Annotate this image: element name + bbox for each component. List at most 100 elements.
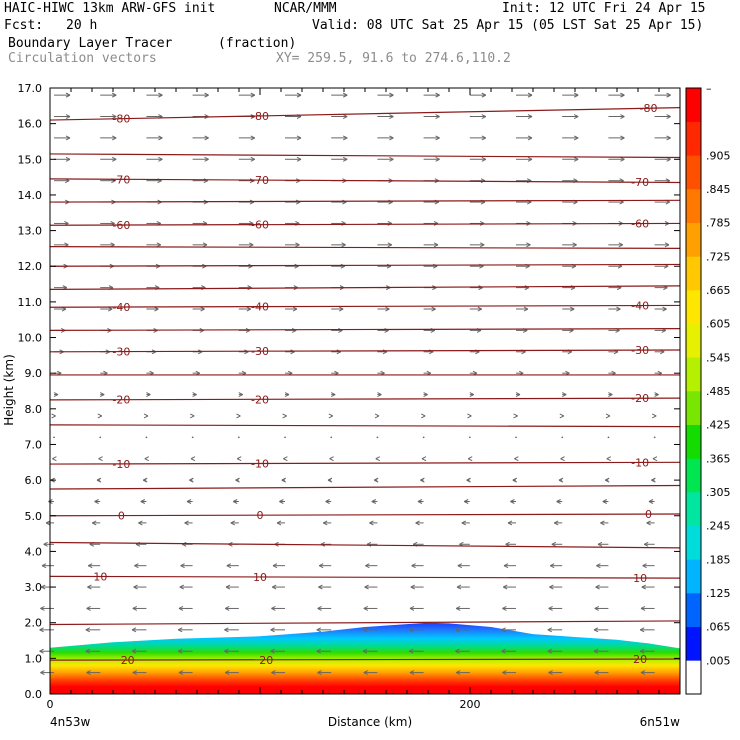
isotherm-line [49,349,681,353]
circulation-vector [98,456,103,462]
circulation-vector [325,499,332,504]
isotherm [49,153,681,159]
circulation-vector [100,156,117,162]
isotherm [49,199,681,203]
circulation-vector [469,285,483,291]
circulation-vector [514,456,519,462]
circulation-vector [327,477,333,483]
circulation-vector [510,499,516,504]
circulation-vector [192,156,209,162]
x-tick-label: 200 [460,698,481,711]
circulation-vector [179,584,193,590]
isotherm-label: 20 [633,653,647,666]
circulation-vector [133,584,147,590]
circulation-vector [641,584,655,590]
circulation-vector [560,456,565,462]
colorbar-label: .785 [706,217,731,230]
circulation-vector [408,627,424,633]
circulation-vector [99,436,101,439]
circulation-vector [417,499,424,504]
circulation-vector [235,477,240,483]
isotherm-label: -40 [251,301,269,314]
circulation-vector [608,392,613,398]
circulation-vector [651,477,656,483]
circulation-vector [178,670,193,676]
isotherm [49,620,681,626]
circulation-vector [363,605,378,611]
circulation-vector [376,436,379,439]
circulation-vector [52,456,57,462]
isotherm: 20 20 20 [49,653,681,667]
circulation-vector [377,242,393,248]
circulation-vector [134,563,147,569]
circulation-vector [467,413,472,419]
circulation-vector [189,413,195,419]
circulation-vector [639,627,655,633]
colorbar-label: .845 [706,183,731,196]
circulation-vector [146,92,163,98]
circulation-vector [316,648,332,654]
colorbar-swatch [686,559,701,594]
circulation-vector [562,242,577,248]
circulation-vector [408,648,424,654]
isotherm: -10 -10 -10 [49,456,681,471]
circulation-vector [331,156,348,162]
circulation-vector [547,648,563,654]
circulation-vector [516,156,533,162]
circulation-vector [600,520,609,526]
circulation-vector [512,477,518,483]
circulation-vector [505,541,516,547]
circulation-vector [421,456,427,462]
circulation-vector [596,563,609,569]
circulation-vector [317,605,332,611]
circulation-vector [279,499,285,504]
y-tick-label: 2.0 [25,617,43,630]
isotherm: 10 10 10 [49,571,681,585]
isotherm-label: 20 [121,654,135,667]
circulation-vector [40,605,54,611]
y-tick-label: 16.0 [18,118,43,131]
org-label: NCAR/MMM [274,1,337,16]
y-tick-label: 9.0 [25,367,43,380]
isotherm-label: -10 [251,457,269,470]
circulation-vector [177,627,193,633]
isotherm-line [49,461,681,465]
circulation-vector [469,306,483,312]
circulation-vector [186,499,193,504]
circulation-vector [423,306,436,312]
circulation-vector [285,327,297,333]
circulation-vector [226,563,239,569]
isotherm-line [49,328,681,331]
circulation-vector [284,436,286,439]
isotherm-line [49,513,681,517]
colorbar-swatch [686,593,701,627]
isotherm: -40 -40 -40 [49,300,681,314]
circulation-vector [54,92,71,98]
circulation-vector [469,114,487,119]
circulation-vector [371,499,378,504]
circulation-vector [463,499,470,504]
circulation-vector [410,584,424,590]
isotherm-line [49,178,681,184]
circulation-vector [420,477,425,483]
isotherm-line [49,153,681,159]
y-tick-label: 7.0 [25,438,43,451]
circulation-vector [594,605,609,611]
circulation-vector [238,156,256,162]
circulation-vector [503,563,516,569]
colorbar-label: .545 [706,351,731,364]
circulation-vector [132,670,147,676]
model-title: HAIC-HIWC 13km ARW-GFS init [4,1,216,16]
circulation-vector [285,156,302,162]
circulation-vector [409,605,424,611]
circulation-vector [423,114,440,119]
circulation-vector [516,135,533,141]
circulation-vector [54,156,71,162]
circulation-vector [374,413,380,419]
circulation-vector [271,605,285,611]
circulation-vector [146,156,163,162]
circulation-vector [146,306,159,312]
isotherm-label: 10 [633,572,647,585]
isotherm-label: 10 [253,571,267,584]
isotherm-label: 20 [259,654,273,667]
